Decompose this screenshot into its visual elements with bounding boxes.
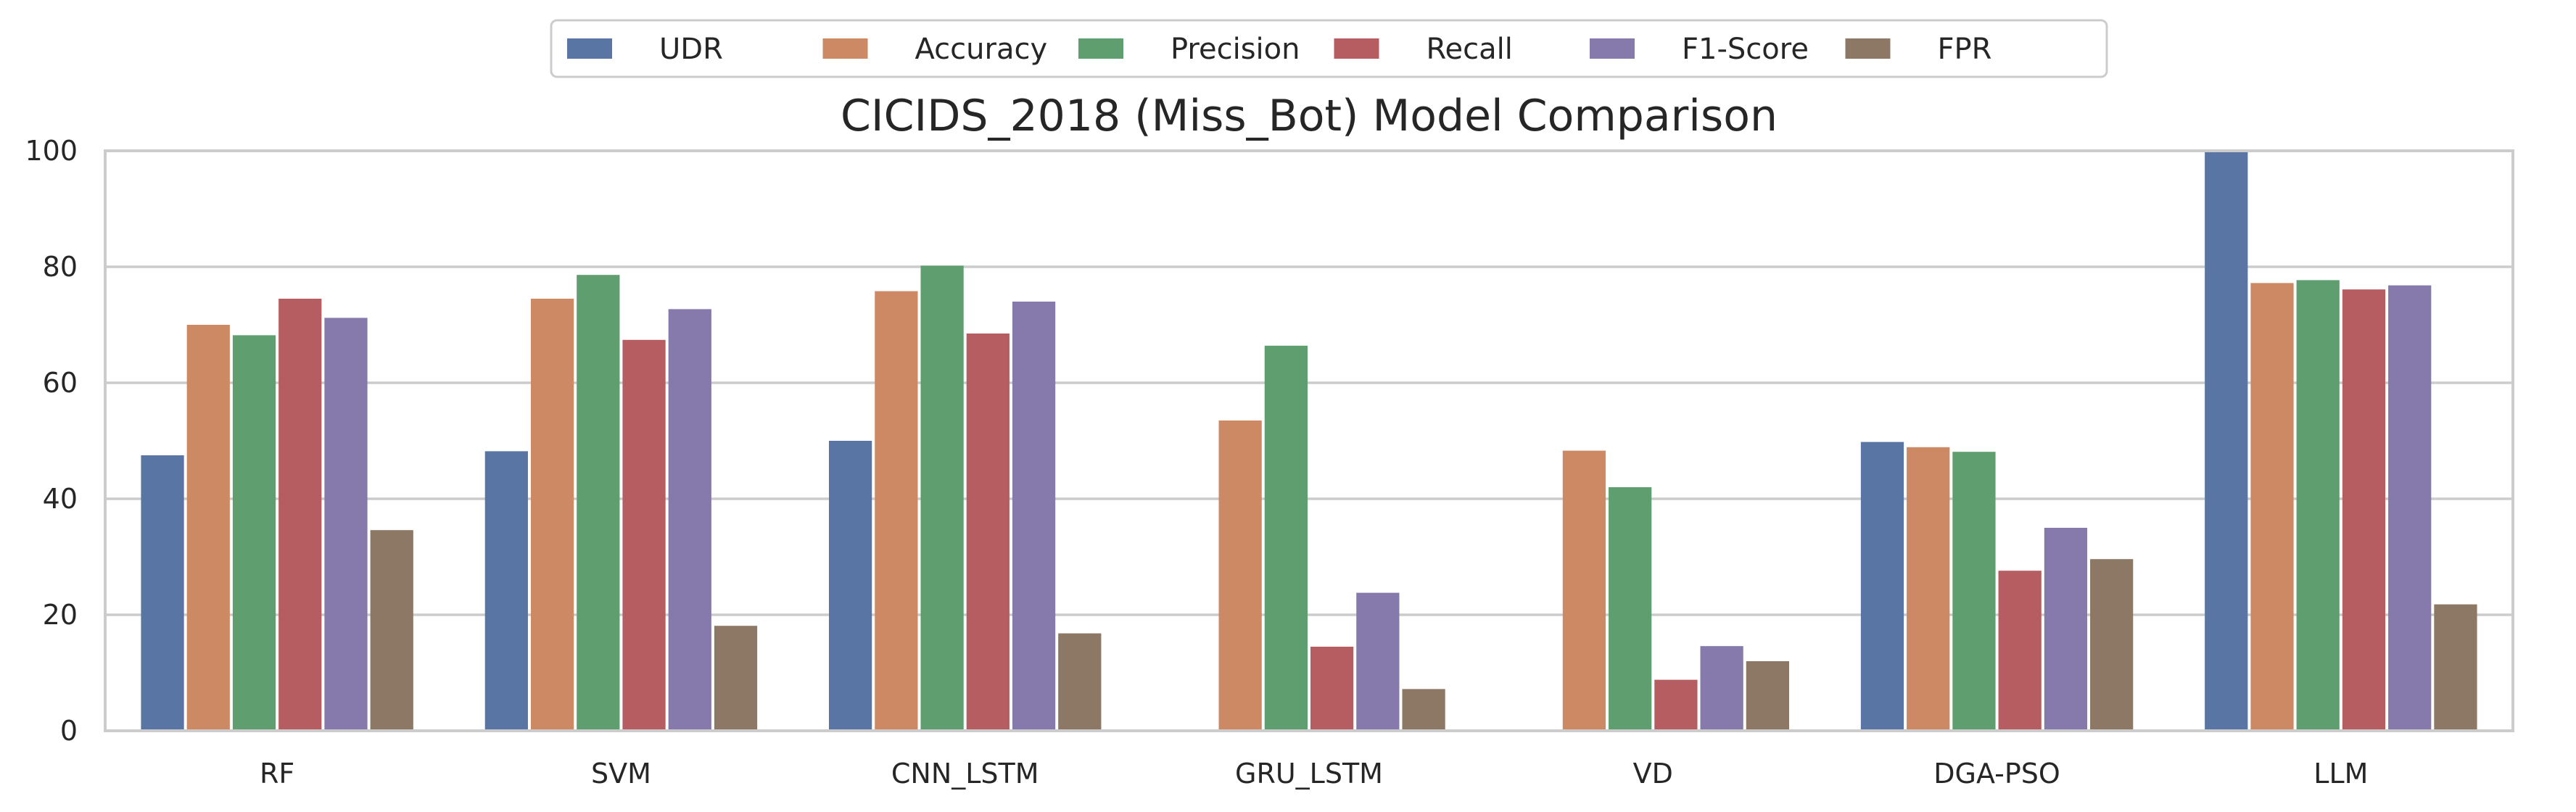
bar-recall-cnn_lstm	[966, 334, 1010, 731]
bar-f1-score-llm	[2388, 285, 2432, 732]
y-axis: 0 20 40 60 80 100	[25, 135, 78, 747]
y-tick-label: 100	[25, 135, 78, 167]
bar-udr-llm	[2205, 151, 2248, 731]
bar-udr-cnn_lstm	[829, 441, 872, 731]
y-tick-label: 40	[43, 483, 78, 515]
bar-f1-score-cnn_lstm	[1012, 302, 1056, 731]
legend-label-f1-score: F1-Score	[1682, 33, 1809, 66]
grid-layer	[105, 149, 2513, 732]
x-tick-label: DGA-PSO	[1933, 758, 2060, 790]
x-tick-label: VD	[1633, 758, 1673, 790]
bar-udr-svm	[484, 451, 528, 731]
bar-fpr-dga-pso	[2090, 559, 2134, 731]
bar-udr-rf	[141, 455, 184, 731]
bar-f1-score-dga-pso	[2044, 528, 2088, 731]
bar-fpr-cnn_lstm	[1058, 633, 1102, 731]
bar-accuracy-gru_lstm	[1218, 420, 1262, 731]
x-axis: RF SVM CNN_LSTM GRU_LSTM VD DGA-PSO LLM	[260, 758, 2368, 790]
bar-fpr-vd	[1746, 661, 1789, 731]
bar-recall-gru_lstm	[1310, 647, 1354, 731]
y-tick-label: 0	[60, 715, 78, 747]
bar-udr-dga-pso	[1860, 442, 1904, 731]
bar-f1-score-svm	[668, 309, 711, 731]
x-tick-label: CNN_LSTM	[891, 758, 1039, 790]
legend-swatch-precision	[1078, 38, 1123, 59]
y-tick-label: 80	[43, 251, 78, 283]
chart-title: CICIDS_2018 (Miss_Bot) Model Comparison	[841, 91, 1778, 141]
bar-accuracy-svm	[530, 299, 574, 731]
legend-swatch-udr	[567, 38, 612, 59]
bar-accuracy-vd	[1562, 450, 1606, 731]
bar-f1-score-gru_lstm	[1356, 592, 1400, 731]
bar-recall-rf	[278, 299, 322, 731]
bar-accuracy-cnn_lstm	[875, 291, 918, 732]
y-tick-label: 20	[43, 599, 78, 631]
bar-precision-gru_lstm	[1264, 345, 1308, 731]
bar-fpr-rf	[370, 530, 413, 731]
bar-f1-score-rf	[324, 318, 368, 731]
bar-recall-llm	[2342, 289, 2386, 731]
bar-fpr-llm	[2434, 604, 2477, 731]
x-tick-label: SVM	[591, 758, 651, 790]
bar-recall-vd	[1654, 679, 1698, 731]
bar-recall-svm	[622, 339, 666, 731]
legend-swatch-fpr	[1845, 38, 1891, 59]
bar-accuracy-rf	[186, 325, 230, 731]
bar-fpr-gru_lstm	[1402, 689, 1445, 731]
legend-box	[550, 19, 2108, 78]
bar-recall-dga-pso	[1998, 571, 2042, 731]
legend-label-udr: UDR	[659, 33, 723, 66]
legend-label-precision: Precision	[1171, 33, 1300, 66]
plot-frame	[104, 149, 2514, 732]
bars-layer	[141, 151, 2477, 732]
x-tick-label: GRU_LSTM	[1235, 758, 1383, 790]
x-tick-label: RF	[260, 758, 294, 790]
bar-precision-svm	[577, 275, 620, 731]
bar-accuracy-llm	[2250, 283, 2294, 731]
bar-accuracy-dga-pso	[1907, 447, 1950, 731]
legend-label-recall: Recall	[1427, 33, 1513, 66]
legend-label-accuracy: Accuracy	[915, 33, 1048, 66]
bar-precision-rf	[232, 335, 276, 731]
legend-swatch-recall	[1334, 38, 1379, 59]
x-tick-label: LLM	[2313, 758, 2368, 790]
bar-precision-vd	[1609, 487, 1652, 731]
legend: UDR Accuracy Precision Recall F1-Score FPR	[550, 19, 2108, 78]
bar-f1-score-vd	[1700, 646, 1743, 731]
bar-precision-cnn_lstm	[920, 265, 964, 731]
bar-precision-llm	[2296, 280, 2340, 731]
legend-swatch-f1-score	[1590, 38, 1635, 59]
legend-swatch-accuracy	[822, 38, 868, 59]
legend-label-fpr: FPR	[1938, 33, 1992, 66]
bar-fpr-svm	[714, 626, 758, 731]
bar-precision-dga-pso	[1952, 452, 1996, 731]
y-tick-label: 60	[43, 367, 78, 399]
